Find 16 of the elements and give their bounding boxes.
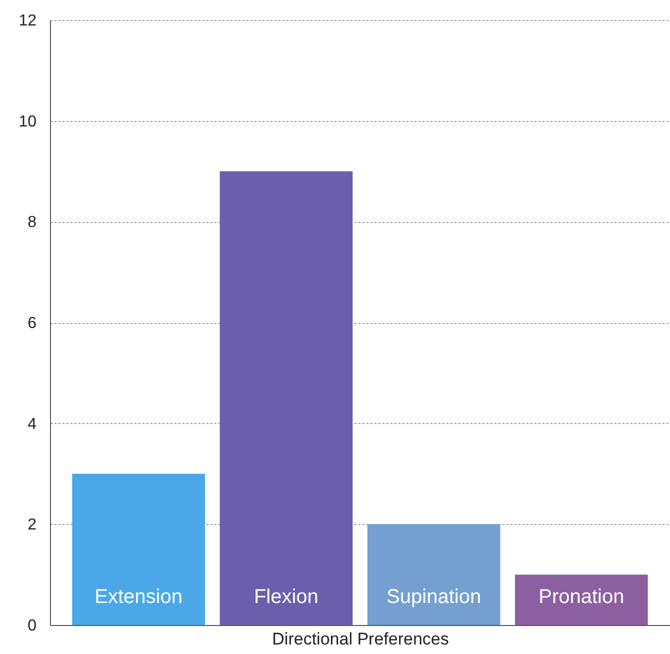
y-tick-label: 8 (28, 214, 37, 232)
x-tick-label: Pronation (538, 586, 624, 608)
bar (72, 474, 205, 625)
y-tick-label: 0 (28, 618, 37, 634)
y-tick-label: 12 (18, 12, 37, 30)
y-tick-label: 10 (18, 113, 37, 130)
bar (515, 574, 648, 625)
x-tick-label: Flexion (254, 586, 318, 608)
y-tick-label: 4 (28, 416, 37, 433)
y-tick-label: 6 (28, 315, 37, 332)
x-tick-label: Supination (386, 586, 482, 608)
x-tick-label: Extension (94, 586, 182, 608)
bar (220, 171, 353, 625)
bar (367, 524, 500, 625)
x-axis-title: Directional Preferences (272, 630, 449, 648)
y-tick-label: 2 (28, 516, 37, 534)
